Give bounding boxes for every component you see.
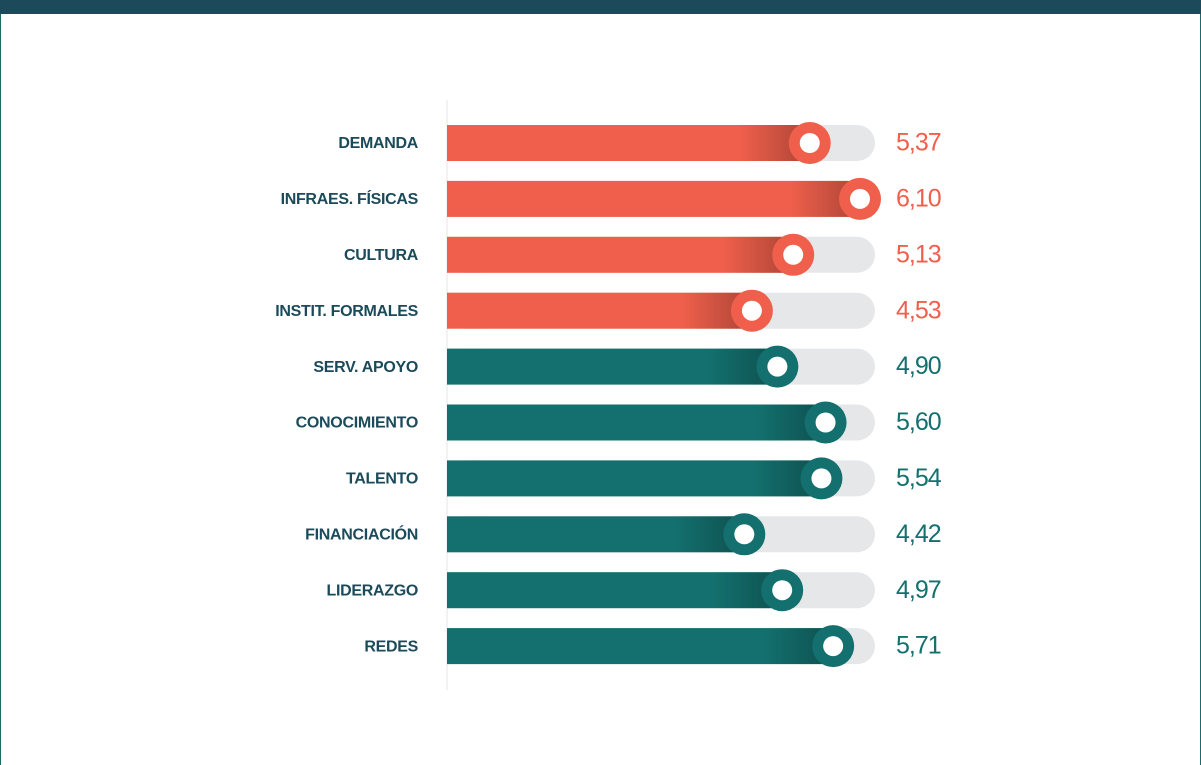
marker-center: [767, 356, 788, 377]
value-label: 5,54: [896, 464, 942, 492]
category-label: SERV. APOYO: [313, 359, 418, 376]
category-label: DEMANDA: [338, 135, 418, 152]
category-label: CULTURA: [344, 247, 419, 264]
value-label: 4,42: [896, 520, 941, 548]
marker-center: [823, 636, 844, 657]
marker-center: [734, 524, 755, 545]
value-label: 5,71: [896, 632, 941, 660]
value-label: 6,10: [896, 185, 941, 213]
category-label: REDES: [364, 638, 418, 655]
category-label: FINANCIACIÓN: [305, 525, 418, 544]
marker-center: [799, 133, 820, 153]
marker-center: [741, 300, 762, 321]
category-label: INSTIT. FORMALES: [275, 303, 418, 320]
category-label: LIDERAZGO: [326, 582, 418, 599]
marker-center: [815, 412, 836, 433]
marker-center: [850, 188, 870, 209]
category-label: INFRAES. FÍSICAS: [281, 189, 419, 208]
value-label: 4,53: [896, 296, 941, 324]
value-label: 5,37: [896, 129, 941, 157]
value-label: 4,97: [896, 576, 941, 604]
value-label: 4,90: [896, 352, 941, 380]
top-bar: [0, 0, 1201, 14]
marker-center: [772, 580, 793, 601]
category-label: TALENTO: [346, 471, 418, 488]
category-label: CONOCIMIENTO: [296, 415, 418, 432]
marker-center: [783, 244, 804, 265]
marker-center: [811, 468, 832, 489]
value-label: 5,13: [896, 240, 941, 268]
value-label: 5,60: [896, 408, 941, 436]
